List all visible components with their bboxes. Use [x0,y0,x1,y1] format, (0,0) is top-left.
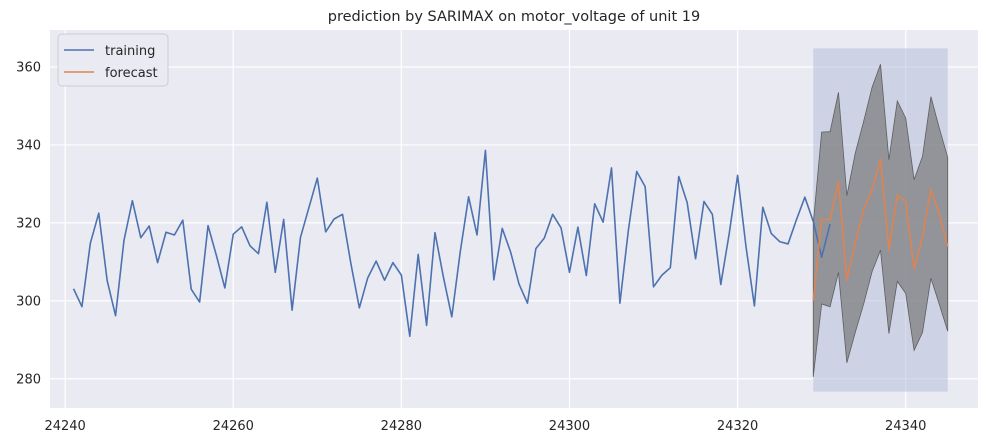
chart-title: prediction by SARIMAX on motor_voltage o… [328,9,700,25]
y-tick-label: 280 [16,372,41,387]
series-line-training [72,149,831,338]
legend: training forecast [57,33,169,87]
x-tick-label: 24320 [717,419,758,434]
confidence-band [812,64,949,377]
x-tick-label: 24300 [549,419,590,434]
x-axis-ticks: 24240 24260 24280 24300 24320 24340 [44,419,926,434]
series-line-forecast [812,158,949,301]
legend-box [57,33,169,87]
y-tick-label: 360 [16,61,41,76]
legend-label-training: training [105,44,155,59]
y-tick-label: 340 [16,138,41,153]
y-tick-label: 300 [16,294,41,309]
confidence-band-area [812,64,949,377]
x-tick-label: 24340 [885,419,926,434]
legend-label-forecast: forecast [105,66,158,81]
x-tick-label: 24260 [213,419,254,434]
x-tick-label: 24240 [44,419,85,434]
y-axis-ticks: 280 300 320 340 360 [16,61,41,388]
x-tick-label: 24280 [381,419,422,434]
series-lines [72,149,949,338]
y-tick-label: 320 [16,216,41,231]
